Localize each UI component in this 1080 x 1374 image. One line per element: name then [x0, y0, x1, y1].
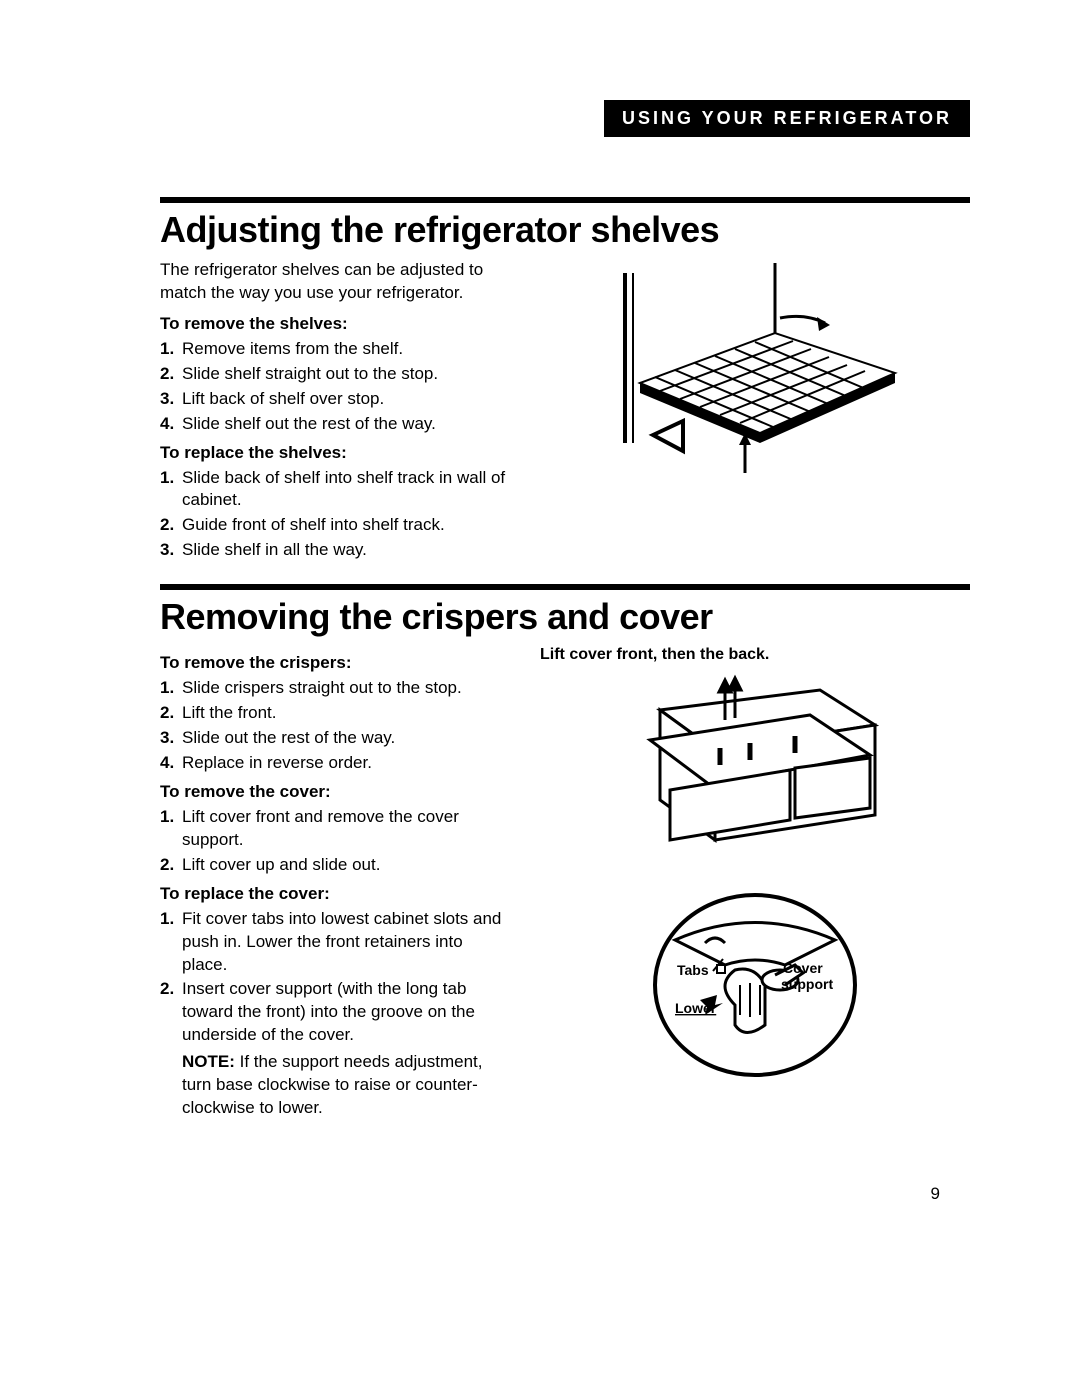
header-section-bar: USING YOUR REFRIGERATOR [604, 100, 970, 137]
list-item: 2.Slide shelf straight out to the stop. [160, 363, 510, 386]
page-number: 9 [931, 1184, 940, 1204]
remove-cover-heading: To remove the cover: [160, 781, 510, 804]
replace-cover-heading: To replace the cover: [160, 883, 510, 906]
divider-rule [160, 197, 970, 203]
section2-body: To remove the crispers: 1.Slide crispers… [160, 646, 970, 1120]
list-item: 3.Lift back of shelf over stop. [160, 388, 510, 411]
list-item: 3.Slide out the rest of the way. [160, 727, 510, 750]
list-item: 1.Slide back of shelf into shelf track i… [160, 467, 510, 513]
remove-shelves-heading: To remove the shelves: [160, 313, 510, 336]
list-item: 1.Remove items from the shelf. [160, 338, 510, 361]
section2-title: Removing the crispers and cover [160, 596, 970, 638]
shelf-diagram-svg [605, 263, 905, 493]
diagram-label-tabs: Tabs [677, 962, 709, 978]
replace-shelves-list: 1.Slide back of shelf into shelf track i… [160, 467, 510, 563]
diagram-label-lower: Lower [675, 1000, 717, 1016]
section1-intro: The refrigerator shelves can be adjusted… [160, 259, 510, 305]
section1-text-column: The refrigerator shelves can be adjusted… [160, 259, 510, 564]
shelf-diagram [540, 263, 970, 493]
crisper-diagram [540, 670, 970, 860]
section1-title: Adjusting the refrigerator shelves [160, 209, 970, 251]
list-item: 2.Lift the front. [160, 702, 510, 725]
replace-cover-note: NOTE: If the support needs adjustment, t… [160, 1051, 510, 1120]
divider-rule [160, 584, 970, 590]
remove-shelves-list: 1.Remove items from the shelf. 2.Slide s… [160, 338, 510, 436]
remove-cover-list: 1.Lift cover front and remove the cover … [160, 806, 510, 877]
list-item: 4.Replace in reverse order. [160, 752, 510, 775]
replace-shelves-heading: To replace the shelves: [160, 442, 510, 465]
section1-figure-column [540, 259, 970, 564]
diagram-label-cover: Cover [783, 960, 823, 976]
remove-crispers-heading: To remove the crispers: [160, 652, 510, 675]
cover-support-diagram-svg: Tabs Cover support Lower [645, 885, 865, 1085]
section2-text-column: To remove the crispers: 1.Slide crispers… [160, 646, 510, 1120]
remove-crispers-list: 1.Slide crispers straight out to the sto… [160, 677, 510, 775]
section2-figure-column: Lift cover front, then the back. [540, 646, 970, 1120]
list-item: 2.Lift cover up and slide out. [160, 854, 510, 877]
list-item: 1.Fit cover tabs into lowest cabinet slo… [160, 908, 510, 977]
list-item: 1.Lift cover front and remove the cover … [160, 806, 510, 852]
list-item: 4.Slide shelf out the rest of the way. [160, 413, 510, 436]
note-label: NOTE: [182, 1052, 235, 1071]
list-item: 2.Insert cover support (with the long ta… [160, 978, 510, 1047]
list-item: 2.Guide front of shelf into shelf track. [160, 514, 510, 537]
replace-cover-list: 1.Fit cover tabs into lowest cabinet slo… [160, 908, 510, 1048]
crisper-diagram-svg [620, 670, 890, 860]
diagram-label-support: support [781, 976, 833, 992]
list-item: 1.Slide crispers straight out to the sto… [160, 677, 510, 700]
section1-body: The refrigerator shelves can be adjusted… [160, 259, 970, 564]
list-item: 3.Slide shelf in all the way. [160, 539, 510, 562]
cover-support-diagram: Tabs Cover support Lower [540, 885, 970, 1085]
crisper-figure-caption: Lift cover front, then the back. [540, 646, 970, 664]
